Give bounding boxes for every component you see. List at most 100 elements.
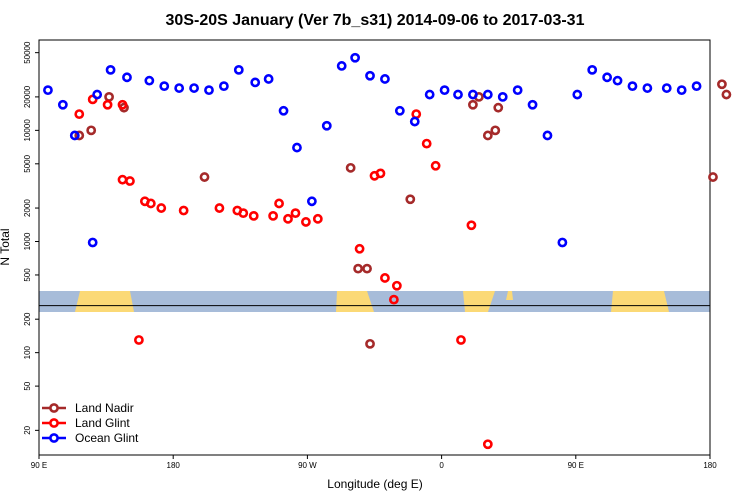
data-point: [602, 72, 613, 83]
y-tick-label: 50000: [23, 41, 32, 64]
x-tick-label: 0: [439, 461, 444, 470]
data-point: [468, 89, 478, 100]
plot-frame: [38, 39, 711, 456]
data-point: [708, 172, 718, 182]
y-tick-label: 2000: [23, 199, 32, 217]
legend-label: Ocean Glint: [75, 431, 139, 445]
y-axis: 20 50 100 200 500 1000 2000 5000 10000 20000 50000: [23, 41, 39, 435]
data-point: [301, 217, 311, 227]
data-point: [263, 74, 274, 84]
x-axis: 90 E 180 90 W 0 90 E 180: [31, 455, 717, 470]
data-point: [321, 120, 332, 131]
data-point: [238, 208, 249, 219]
data-point: [43, 85, 53, 96]
x-tick-label: 180: [703, 461, 717, 470]
y-tick-label: 200: [23, 312, 32, 326]
data-point: [409, 116, 420, 127]
surface-band: [39, 291, 710, 312]
data-point: [87, 237, 98, 248]
data-point: [57, 99, 68, 110]
y-axis-label: N Total: [0, 228, 12, 265]
data-point: [233, 64, 244, 75]
legend-label: Land Nadir: [75, 401, 134, 415]
data-point: [482, 130, 493, 141]
data-point: [353, 263, 363, 274]
data-point: [350, 52, 361, 63]
data-point: [380, 74, 390, 84]
data-point: [292, 142, 302, 153]
data-point: [497, 91, 508, 102]
land-area: [336, 291, 374, 312]
data-point: [345, 162, 356, 173]
y-tick-label: 10000: [23, 119, 32, 142]
y-tick-label: 20000: [23, 85, 32, 108]
data-point: [199, 172, 210, 182]
data-point: [134, 335, 144, 345]
data-point: [717, 79, 727, 90]
land-area: [463, 291, 495, 312]
data-point: [105, 64, 116, 75]
data-point: [248, 210, 259, 221]
data-point: [512, 85, 523, 96]
x-tick-label: 180: [167, 461, 181, 470]
data-point: [391, 280, 402, 291]
data-point: [421, 138, 432, 149]
data-point: [380, 273, 390, 283]
data-point: [159, 81, 170, 92]
y-tick-label: 20: [23, 425, 32, 434]
data-point: [117, 174, 128, 185]
series-land-glint: [74, 94, 493, 450]
data-point: [466, 220, 477, 231]
data-point: [283, 213, 293, 224]
land-area: [611, 291, 669, 312]
data-point: [721, 89, 732, 100]
y-tick-label: 5000: [23, 154, 32, 172]
land-area: [506, 291, 513, 300]
data-point: [218, 81, 229, 92]
data-point: [388, 294, 399, 305]
data-point: [290, 208, 301, 219]
data-point: [362, 263, 372, 274]
legend-label: Land Glint: [75, 416, 130, 430]
data-point: [375, 168, 386, 179]
data-point: [394, 105, 405, 116]
data-point: [104, 91, 114, 102]
data-point: [69, 130, 80, 141]
data-point: [430, 160, 441, 171]
data-point: [102, 99, 113, 110]
land-areas: [75, 291, 669, 312]
data-point: [250, 77, 261, 88]
legend-marker: [49, 418, 59, 428]
data-point: [482, 439, 493, 450]
data-point: [612, 75, 623, 86]
legend-marker: [49, 403, 59, 413]
data-point: [627, 81, 638, 92]
data-point: [86, 125, 97, 136]
data-point: [174, 83, 185, 93]
data-point: [74, 130, 85, 141]
data-point: [306, 196, 317, 207]
data-point: [661, 83, 672, 93]
data-point: [189, 83, 199, 93]
data-point: [642, 83, 653, 93]
data-point: [178, 205, 189, 216]
data-point: [214, 203, 225, 213]
y-tick-label: 1000: [23, 232, 32, 250]
data-point: [144, 75, 155, 86]
data-point: [312, 213, 323, 224]
data-point: [156, 203, 167, 213]
y-tick-label: 100: [23, 345, 32, 359]
data-point: [482, 89, 493, 100]
data-point: [365, 70, 375, 81]
series-ocean-glint: [43, 52, 702, 248]
data-point: [557, 237, 568, 248]
data-point: [274, 198, 284, 209]
x-tick-label: 90 E: [31, 461, 47, 470]
data-point: [424, 89, 435, 100]
data-point: [572, 89, 583, 100]
data-point: [439, 85, 450, 96]
data-point: [336, 61, 347, 71]
data-point: [122, 72, 132, 83]
